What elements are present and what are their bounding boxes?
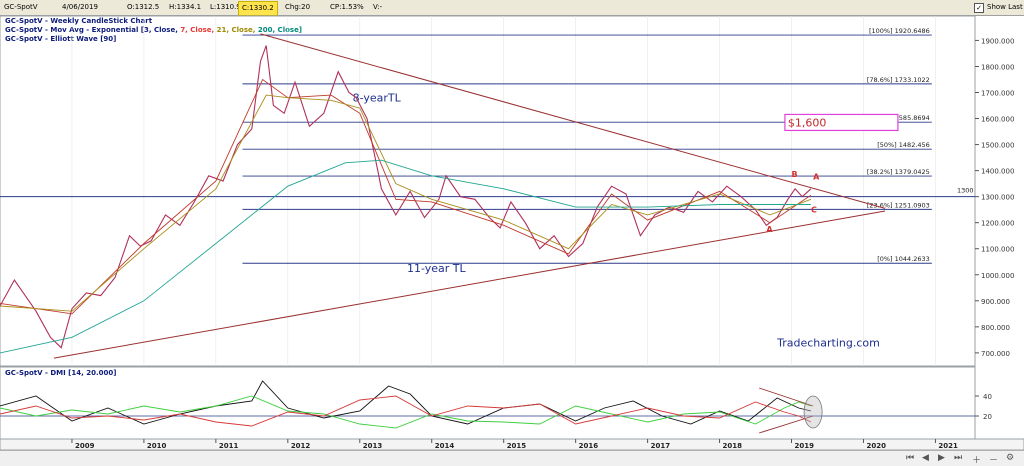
time-axis-band [0,438,1024,451]
quote-toolbar: GC-SpotV 4/06/2019 O:1312.5 H:1334.1 L:1… [0,0,1024,16]
wave-label: A [766,225,773,234]
mov-avg-legend: GC-SpotV - Mov Avg - Exponential [3, Clo… [5,26,302,34]
dmi-legend: GC-SpotV - DMI [14, 20.000] [5,369,116,377]
y-tick-label: 1400.000 [981,168,1014,176]
legend-ema-200: 200, Close] [257,26,303,34]
open-label: O:1312.5 [127,3,160,11]
trendline [260,33,886,209]
dmi-panel-frame [0,366,976,440]
wave-label: C [811,205,817,214]
y-tick-label: 1700.000 [981,89,1014,97]
wave-label: B [792,170,798,179]
change-pct-label: CP:1.53% [330,3,364,11]
x-tick-label: 2018 [723,442,743,450]
volume-label: V:- [373,3,383,11]
x-tick-label: 2015 [507,442,527,450]
x-tick-label: 2009 [75,442,95,450]
dmi-trendline-lower [758,415,814,434]
trendline-label: 11-year TL [407,262,467,275]
x-tick-label: 2019 [795,442,815,450]
trendline [53,210,886,359]
zoom-in-icon[interactable]: ＋ [972,456,982,466]
x-tick-label: 2014 [435,442,455,450]
trendline-label: 8-yearTL [353,92,402,105]
fib-label: [0%] 1044.2633 [877,255,930,263]
x-tick-label: 2016 [579,442,599,450]
legend-elliott: GC-SpotV - Elliott Wave [90] [5,35,117,43]
fib-label: [78.6%] 1733.1022 [867,76,930,84]
nav-last-icon[interactable]: ⏭ [954,453,963,463]
y-tick-label: 1000.000 [981,272,1014,280]
nav-first-icon[interactable]: ⏮ [906,453,915,463]
dmi-series-line [0,380,812,425]
dmi-tick-label: 20 [983,413,992,421]
y-tick-label: 900.000 [981,298,1010,306]
series-line [0,94,812,312]
dmi-series-line [0,395,812,429]
y-tick-label: 1600.000 [981,116,1014,124]
x-tick-label: 2021 [938,442,958,450]
symbol-label: GC-SpotV [4,3,38,11]
y-tick-label: 1100.000 [981,246,1014,254]
legend-candles: GC-SpotV - Weekly CandleStick Chart [5,17,153,25]
elliott-legend: GC-SpotV - Elliott Wave [90] [5,35,116,43]
dmi-highlight-ellipse [803,395,823,429]
dmi-series-line [0,395,812,427]
change-label: Chg:20 [285,3,311,11]
zoom-out-icon[interactable]: － [989,456,999,466]
legend-ema-7: 7, Close, [180,26,217,34]
fib-label: [38.2%] 1379.0425 [867,168,930,176]
y-tick-label: 1500.000 [981,142,1014,150]
price-target-label: $1,600 [788,116,827,129]
y-tick-label: 700.000 [981,350,1010,358]
legend-dmi: GC-SpotV - DMI [14, 20.000] [5,369,117,377]
series-line [0,159,811,354]
y-tick-label: 1800.000 [981,63,1014,71]
y-tick-label: 1300.000 [981,194,1014,202]
show-last-checkbox[interactable]: ✓ [974,3,984,13]
dmi-trendline-upper [758,387,814,407]
nav-next-icon[interactable]: ▶ [938,453,945,463]
series-line [0,78,812,315]
bottom-toolbar: ⏮ ◀ ▶ ⏭ ＋ － ⚙ [0,450,1024,466]
price-chart-legend: GC-SpotV - Weekly CandleStick Chart [5,17,152,25]
fib-label: [100%] 1920.6486 [869,27,930,35]
nav-prev-icon[interactable]: ◀ [922,453,929,463]
x-tick-label: 2011 [219,442,239,450]
y-tick-label: 800.000 [981,324,1010,332]
x-tick-label: 2020 [866,442,886,450]
series-line [0,45,812,349]
fib-label: [23.6%] 1251.0903 [867,201,930,209]
date-label: 4/06/2019 [62,3,98,11]
fib-label: [61.8%] 1585.8694 [867,114,930,122]
x-tick-label: 2013 [363,442,383,450]
x-tick-label: 2010 [147,442,167,450]
show-last-label: Show Last [987,3,1023,11]
wave-label: A [813,173,820,182]
x-tick-label: 2017 [651,442,671,450]
y-tick-label: 1900.000 [981,37,1014,45]
high-label: H:1334.1 [169,3,202,11]
dmi-tick-label: 40 [983,393,992,401]
legend-ema-prefix: GC-SpotV - Mov Avg - Exponential [3, Clo… [5,26,181,34]
y-tick-label: 1200.000 [981,220,1014,228]
horizontal-line-label: 1300 [957,187,974,195]
price-target-box [784,113,899,132]
fib-label: [50%] 1482.456 [877,141,930,149]
legend-ema-21: 21, Close, [216,26,258,34]
watermark: Tradecharting.com [776,336,880,349]
close-label: C:1330.2 [238,1,278,16]
settings-icon[interactable]: ⚙ [1006,453,1015,463]
low-label: L:1310.9 [210,3,241,11]
x-tick-label: 2012 [291,442,311,450]
price-panel-frame [0,15,976,367]
